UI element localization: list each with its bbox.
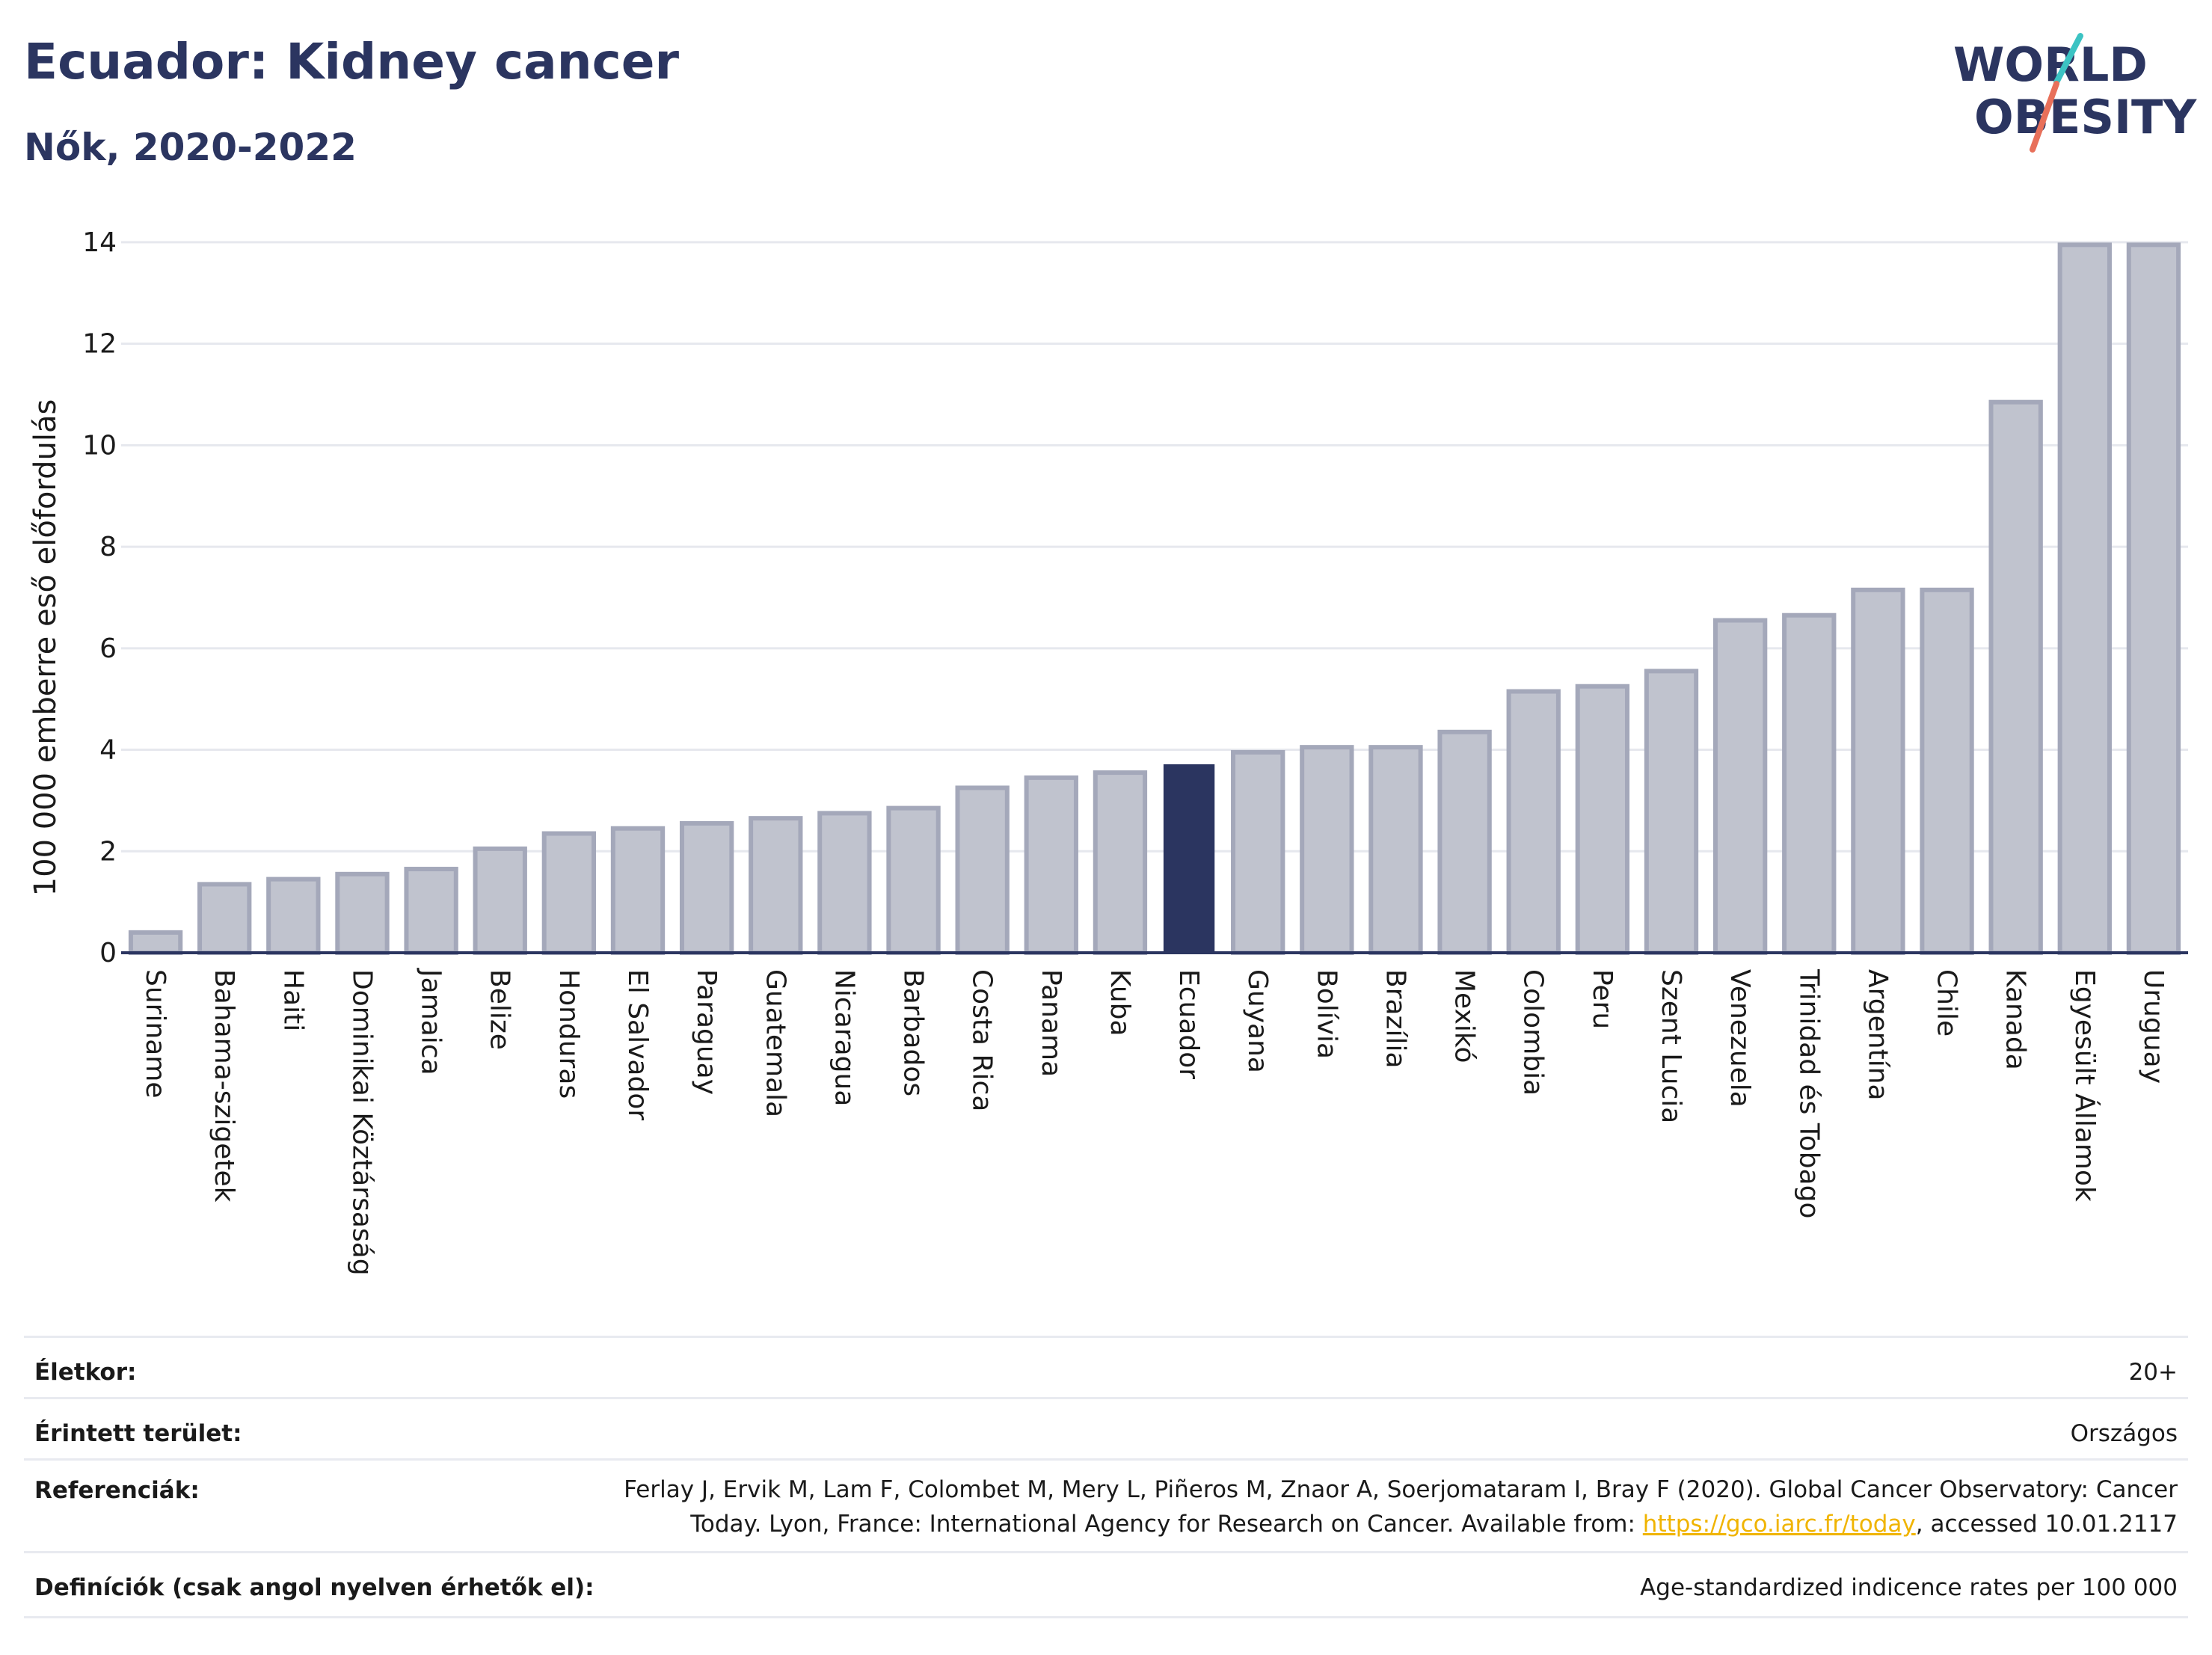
bar [1368,745,1423,955]
y-tick-label: 14 [82,227,117,258]
x-tick-label: Belize [485,969,515,1050]
x-tick-label: Guatemala [760,969,790,1117]
bar [404,867,458,955]
area-label: Érintett terület: [34,1420,242,1447]
x-tick-label: Ecuador [1173,969,1204,1079]
bar [1920,587,1974,955]
x-tick-label: Colombia [1518,969,1549,1096]
bar [1506,689,1561,955]
bar [679,820,734,956]
x-tick-label: Bolívia [1311,969,1342,1059]
definitions-value: Age-standardized indicence rates per 100… [1640,1574,2178,1601]
info-row-age: Életkor: 20+ [24,1336,2188,1399]
x-tick-label: Egyesült Államok [2069,969,2101,1202]
x-tick-label: Brazília [1380,969,1410,1069]
bar [335,871,390,956]
references-line2-post: , accessed 10.01.2117 [1915,1511,2178,1538]
x-tick-label: Honduras [553,969,584,1099]
references-line1: Ferlay J, Ervik M, Lam F, Colombet M, Me… [624,1476,2178,1503]
x-tick-label: El Salvador [622,969,653,1120]
x-tick-label: Jamaica [416,968,446,1075]
x-tick-label: Szent Lucia [1656,969,1686,1123]
y-tick-label: 8 [99,532,117,562]
bar [749,816,803,956]
references-line2-pre: Today. Lyon, France: International Agenc… [690,1511,1643,1538]
bar [2126,242,2181,955]
age-label: Életkor: [34,1359,137,1386]
x-tick-label: Nicaragua [829,969,859,1106]
bar [1782,612,1837,955]
info-row-references: Referenciák: Ferlay J, Ervik M, Lam F, C… [24,1458,2188,1553]
x-tick-label: Mexikó [1449,969,1480,1063]
definitions-label: Definíciók (csak angol nyelven érhetők e… [34,1574,595,1601]
y-tick-label: 6 [99,633,117,664]
bar [955,785,1010,955]
info-row-area: Érintett terület: Országos [24,1397,2188,1461]
y-tick-label: 12 [82,329,117,360]
y-tick-label: 10 [82,430,117,461]
age-value: 20+ [2128,1359,2178,1386]
logo-line2: OBESITY [1974,90,2197,144]
bar [1437,729,1492,955]
x-tick-label: Dominikai Köztársaság [346,969,377,1276]
x-tick-label: Argentína [1862,969,1893,1101]
logo-line1: WORLD [1953,37,2148,92]
bar [1300,745,1354,955]
bar [1231,749,1285,955]
bar [541,831,597,956]
x-tick-label: Haiti [277,969,308,1031]
x-tick-label: Chile [1932,969,1962,1037]
bar [1575,684,1630,955]
bar [473,846,527,956]
bar [1988,399,2043,955]
bar [1712,618,1768,955]
bar [1851,587,1905,955]
bar [817,811,872,955]
x-tick-label: Costa Rica [967,969,998,1111]
y-axis-label: 100 000 emberre eső előfordulás [28,399,63,897]
logo-slash-coral [2030,81,2059,153]
x-tick-label: Peru [1587,969,1617,1029]
bar [266,876,321,955]
x-tick-label: Paraguay [691,969,722,1095]
x-tick-label: Kanada [2000,969,2031,1070]
bar [1644,669,1699,956]
y-tick-label: 4 [99,735,117,766]
bar [1093,770,1148,955]
bar [886,805,941,956]
area-value: Országos [2070,1420,2178,1447]
bar [1024,775,1078,955]
bar [2057,242,2112,955]
y-tick-label: 0 [99,938,117,968]
world-obesity-logo: WORLD OBESITY [1953,33,2197,153]
chart-subtitle: Nők, 2020-2022 [24,126,357,169]
x-tick-label: Suriname [140,969,170,1099]
bar [1163,764,1215,954]
references-label: Referenciák: [34,1477,200,1504]
x-tick-label: Panama [1036,969,1066,1077]
x-tick-label: Venezuela [1724,969,1755,1108]
x-tick-label: Kuba [1105,969,1135,1037]
y-tick-label: 2 [99,836,117,867]
x-tick-label: Guyana [1242,969,1273,1073]
x-tick-label: Trinidad és Tobago [1793,968,1824,1219]
x-tick-label: Uruguay [2138,969,2169,1084]
bar [610,826,666,955]
references-line2: Today. Lyon, France: International Agenc… [458,1507,2178,1541]
bar [197,882,252,956]
info-row-definitions: Definíciók (csak angol nyelven érhetők e… [24,1551,2188,1618]
references-link[interactable]: https://gco.iarc.fr/today [1642,1511,1916,1538]
logo-slash-teal [2053,33,2083,85]
references-text: Ferlay J, Ervik M, Lam F, Colombet M, Me… [458,1473,2178,1541]
bar [128,930,183,956]
bar-chart: 0 2 4 6 8 10 12 14 100 000 emberre eső előfordul… [28,227,2188,1276]
x-tick-label: Bahama-szigetek [209,969,239,1203]
chart-title: Ecuador: Kidney cancer [24,33,680,90]
x-tick-label: Barbados [898,969,929,1096]
